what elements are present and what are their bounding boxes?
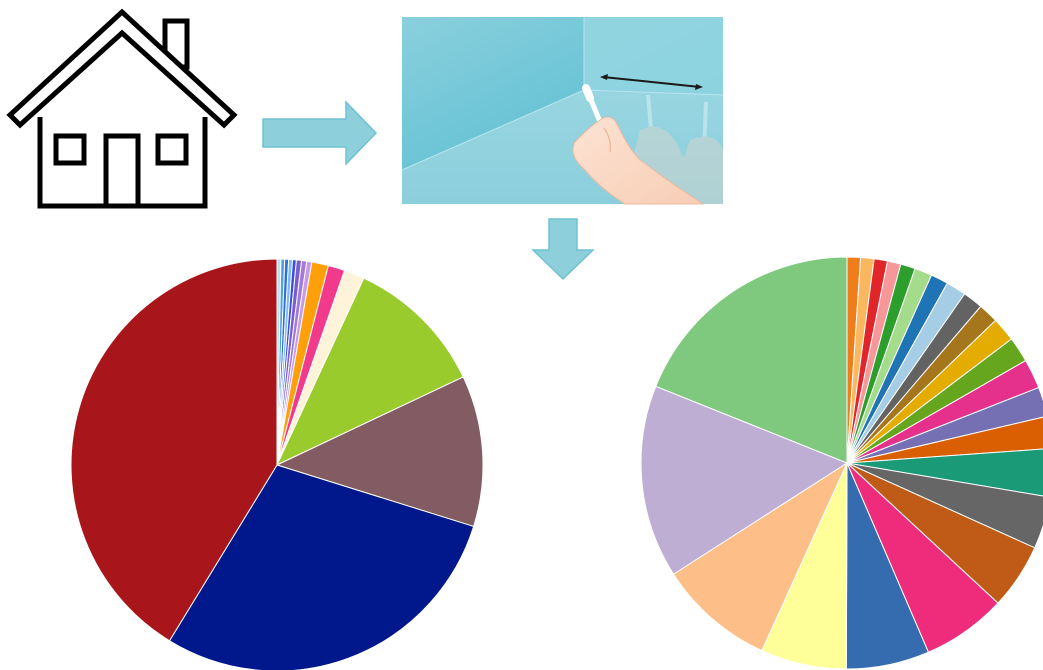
- pie-chart-left: [70, 258, 484, 670]
- pie-left-slice-14: [169, 464, 475, 670]
- house-icon: [6, 8, 238, 209]
- pie-right-slice-22: [673, 462, 848, 652]
- pie-left-slice-13: [276, 376, 484, 527]
- swab-sampling-illustration: [401, 17, 724, 205]
- pie-right-slice-15: [846, 416, 1043, 464]
- pie-left-slice-15: [70, 258, 278, 642]
- pie-right-slice-23: [640, 385, 848, 575]
- pie-right-slice-14: [846, 387, 1043, 464]
- pie-left-slice-12: [276, 277, 464, 466]
- pie-right-slice-24: [655, 256, 848, 464]
- down-arrow-icon: [531, 218, 595, 281]
- right-arrow-icon: [262, 100, 378, 166]
- pie-right-slice-16: [846, 448, 1043, 497]
- pie-chart-right: [640, 256, 1043, 670]
